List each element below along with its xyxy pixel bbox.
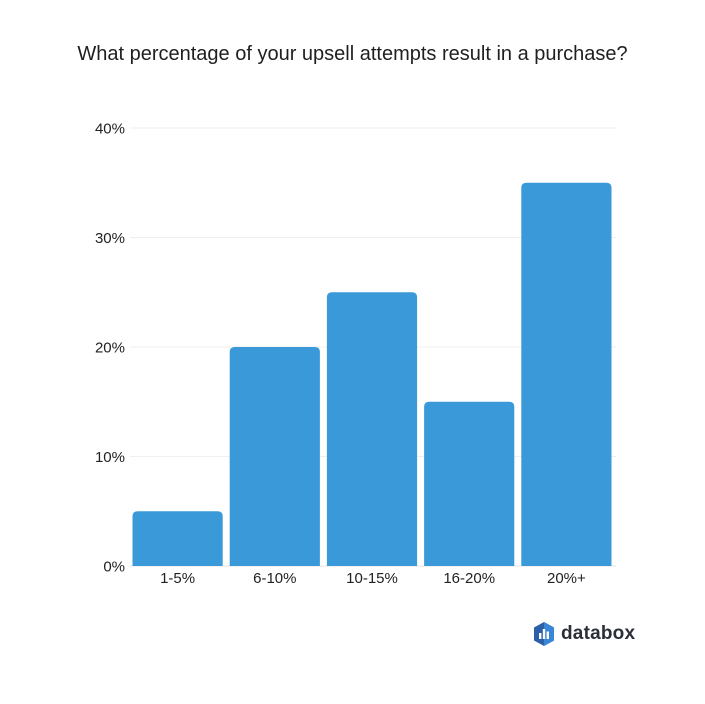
bars — [132, 182, 612, 566]
x-tick-label: 1-5% — [160, 570, 195, 587]
databox-logo-text: databox — [561, 623, 636, 644]
bar-16-20% — [424, 401, 515, 566]
chart-title: What percentage of your upsell attempts … — [77, 43, 628, 65]
x-tick-label: 20%+ — [547, 570, 586, 587]
y-tick-label: 40% — [95, 121, 125, 138]
x-axis-ticks: 1-5% 6-10% 10-15% 16-20% 20%+ — [160, 570, 586, 587]
y-tick-label: 0% — [103, 559, 125, 576]
bar-6-10% — [229, 347, 320, 566]
y-tick-label: 30% — [95, 230, 125, 247]
y-axis-ticks: 0% 10% 20% 30% 40% — [95, 121, 125, 576]
databox-logo-icon — [534, 622, 554, 646]
y-tick-label: 10% — [95, 449, 125, 466]
x-tick-label: 10-15% — [346, 570, 398, 587]
x-tick-label: 16-20% — [443, 570, 495, 587]
bar-20%+ — [521, 182, 612, 566]
databox-logo: databox — [533, 621, 635, 647]
y-tick-label: 20% — [95, 340, 125, 357]
bar-1-5% — [132, 511, 223, 566]
bar-10-15% — [326, 292, 418, 566]
x-tick-label: 6-10% — [253, 570, 296, 587]
